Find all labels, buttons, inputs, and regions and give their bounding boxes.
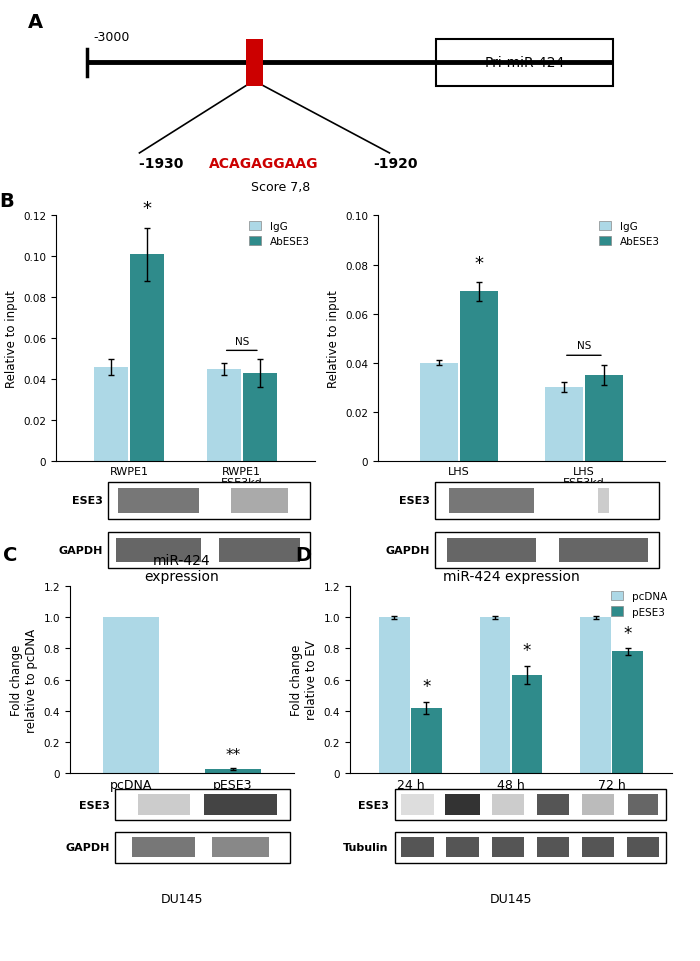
Text: -3000: -3000 xyxy=(93,31,130,44)
Text: NS: NS xyxy=(234,337,249,347)
Bar xyxy=(512,676,542,774)
Text: *: * xyxy=(143,200,152,218)
Text: GAPDH: GAPDH xyxy=(58,546,103,555)
Bar xyxy=(116,538,201,562)
Bar xyxy=(206,369,241,461)
Bar xyxy=(243,374,277,461)
Text: B: B xyxy=(0,192,14,210)
Text: C: C xyxy=(3,545,18,564)
Bar xyxy=(108,482,310,519)
Bar xyxy=(435,532,659,569)
Bar xyxy=(118,489,199,513)
Legend: IgG, AbESE3: IgG, AbESE3 xyxy=(249,221,310,247)
Text: DU145: DU145 xyxy=(161,892,203,905)
Bar xyxy=(115,789,290,821)
Bar xyxy=(246,40,263,86)
Bar xyxy=(212,837,270,857)
Bar xyxy=(401,837,434,857)
Text: ESE3: ESE3 xyxy=(399,496,430,505)
Bar xyxy=(103,618,159,774)
Bar xyxy=(582,837,614,857)
Title: miR-424
expression: miR-424 expression xyxy=(145,554,219,583)
Y-axis label: Relative to input: Relative to input xyxy=(327,290,340,387)
Y-axis label: Relative to input: Relative to input xyxy=(5,290,18,387)
Text: ESE3: ESE3 xyxy=(71,496,103,505)
Text: -1920: -1920 xyxy=(373,157,417,170)
Text: D: D xyxy=(295,545,312,564)
Bar xyxy=(480,618,510,774)
Bar xyxy=(115,831,290,863)
Bar xyxy=(204,795,277,815)
Bar xyxy=(137,795,190,815)
Bar xyxy=(435,482,659,519)
Text: Score 7,8: Score 7,8 xyxy=(251,181,311,194)
Bar xyxy=(205,769,261,774)
Text: Tubulin: Tubulin xyxy=(343,842,389,852)
Bar xyxy=(627,837,659,857)
Bar xyxy=(435,40,613,86)
Bar xyxy=(401,795,434,815)
Legend: pcDNA, pESE3: pcDNA, pESE3 xyxy=(610,591,667,617)
Bar xyxy=(132,837,195,857)
Text: A: A xyxy=(27,13,43,33)
Text: DU145: DU145 xyxy=(490,892,532,905)
Bar xyxy=(445,795,480,815)
Text: *: * xyxy=(624,625,632,642)
Text: GAPDH: GAPDH xyxy=(385,546,430,555)
Bar xyxy=(582,795,614,815)
Bar xyxy=(219,538,300,562)
Bar xyxy=(395,831,666,863)
Text: *: * xyxy=(422,678,430,696)
Text: ACAGAGGAAG: ACAGAGGAAG xyxy=(209,157,318,170)
Bar xyxy=(395,789,666,821)
Bar xyxy=(536,795,569,815)
Title: miR-424 expression: miR-424 expression xyxy=(442,570,580,583)
Bar xyxy=(580,618,611,774)
Bar xyxy=(598,489,609,513)
Bar xyxy=(130,255,164,461)
Bar xyxy=(559,538,648,562)
Bar xyxy=(585,376,623,461)
Bar xyxy=(612,652,643,774)
Bar xyxy=(379,618,410,774)
Y-axis label: Fold change
relative to EV: Fold change relative to EV xyxy=(290,640,318,720)
Bar xyxy=(449,489,534,513)
Text: **: ** xyxy=(225,747,241,762)
Text: Pri-miR-424: Pri-miR-424 xyxy=(484,57,564,70)
Bar xyxy=(411,708,442,774)
Bar xyxy=(536,837,569,857)
Text: ESE3: ESE3 xyxy=(358,800,388,810)
Bar xyxy=(628,795,658,815)
Text: *: * xyxy=(523,642,531,659)
Bar xyxy=(447,538,536,562)
Bar xyxy=(491,795,524,815)
Bar xyxy=(460,292,498,461)
Bar xyxy=(545,387,583,461)
Text: ESE3: ESE3 xyxy=(79,800,111,810)
Y-axis label: Fold change
relative to pcDNA: Fold change relative to pcDNA xyxy=(10,628,38,732)
Bar xyxy=(447,837,479,857)
Bar xyxy=(420,363,458,461)
Bar xyxy=(108,532,310,569)
Bar xyxy=(491,837,524,857)
Text: NS: NS xyxy=(577,341,591,351)
Text: GAPDH: GAPDH xyxy=(66,842,111,852)
Bar xyxy=(231,489,288,513)
Text: -1930: -1930 xyxy=(139,157,189,170)
Legend: IgG, AbESE3: IgG, AbESE3 xyxy=(599,221,660,247)
Text: *: * xyxy=(475,255,484,273)
Bar xyxy=(94,367,128,461)
